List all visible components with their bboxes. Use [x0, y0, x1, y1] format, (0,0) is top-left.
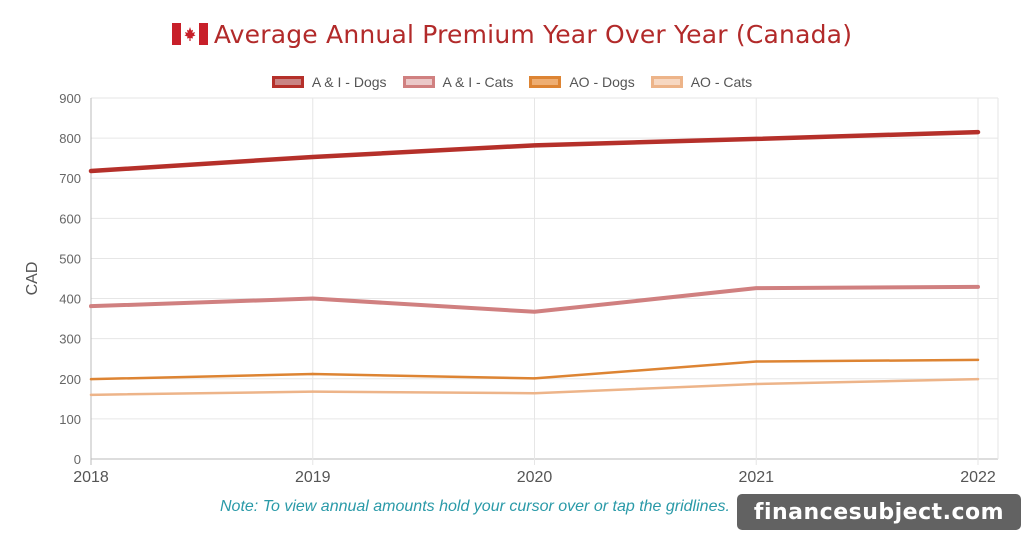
- watermark-logo: financesubject.com: [737, 494, 1021, 530]
- y-tick-label: 100: [59, 412, 81, 427]
- legend-label: AO - Cats: [690, 74, 753, 90]
- y-tick-label: 800: [59, 131, 81, 146]
- data-point: [89, 393, 93, 397]
- data-point: [311, 155, 314, 159]
- legend-item[interactable]: AO - Cats: [650, 74, 753, 90]
- y-tick-label: 900: [59, 91, 81, 106]
- y-tick-label: 600: [59, 211, 81, 226]
- x-tick-label: 2018: [73, 469, 109, 486]
- legend-item[interactable]: AO - Dogs: [529, 74, 635, 90]
- data-point: [976, 130, 980, 134]
- x-tick-label: 2021: [738, 469, 774, 486]
- data-point: [976, 358, 980, 362]
- legend-swatch: [650, 76, 683, 88]
- data-point: [89, 377, 93, 381]
- data-point: [311, 372, 314, 376]
- y-axis-label: CAD: [24, 262, 41, 296]
- legend-item[interactable]: A & I - Dogs: [271, 74, 387, 90]
- legend-label: A & I - Cats: [442, 74, 514, 90]
- data-point: [976, 377, 980, 381]
- y-tick-label: 500: [59, 251, 81, 266]
- y-tick-label: 300: [59, 332, 81, 347]
- chart-title: Average Annual Premium Year Over Year (C…: [213, 19, 853, 49]
- x-tick-label: 2019: [295, 469, 331, 486]
- canada-flag-icon: [171, 23, 208, 45]
- y-tick-label: 700: [59, 171, 81, 186]
- y-tick-label: 200: [59, 372, 81, 387]
- data-point: [89, 169, 93, 173]
- data-point: [976, 285, 980, 289]
- legend-swatch: [402, 76, 435, 88]
- data-point: [755, 360, 758, 363]
- chart-legend: A & I - Dogs A & I - Cats AO - Dogs AO - Ca…: [0, 70, 1024, 94]
- data-point: [755, 286, 758, 290]
- data-point: [311, 297, 314, 300]
- data-point: [311, 390, 314, 393]
- x-tick-label: 2020: [517, 469, 553, 486]
- chart-title-area: Average Annual Premium Year Over Year (C…: [0, 14, 1024, 54]
- data-point: [89, 304, 93, 308]
- legend-swatch: [271, 76, 304, 88]
- legend-label: AO - Dogs: [569, 74, 635, 90]
- data-point: [755, 382, 758, 386]
- data-point: [533, 392, 536, 395]
- legend-item[interactable]: A & I - Cats: [402, 74, 514, 90]
- chart-note: Note: To view annual amounts hold your c…: [220, 498, 730, 515]
- data-point: [533, 377, 536, 380]
- data-point: [533, 144, 536, 147]
- legend-label: A & I - Dogs: [311, 74, 387, 90]
- y-tick-label: 0: [74, 452, 81, 467]
- legend-swatch: [529, 76, 562, 88]
- y-tick-label: 400: [59, 292, 81, 307]
- data-point: [533, 310, 536, 313]
- data-point: [755, 137, 758, 141]
- x-tick-label: 2022: [960, 469, 996, 486]
